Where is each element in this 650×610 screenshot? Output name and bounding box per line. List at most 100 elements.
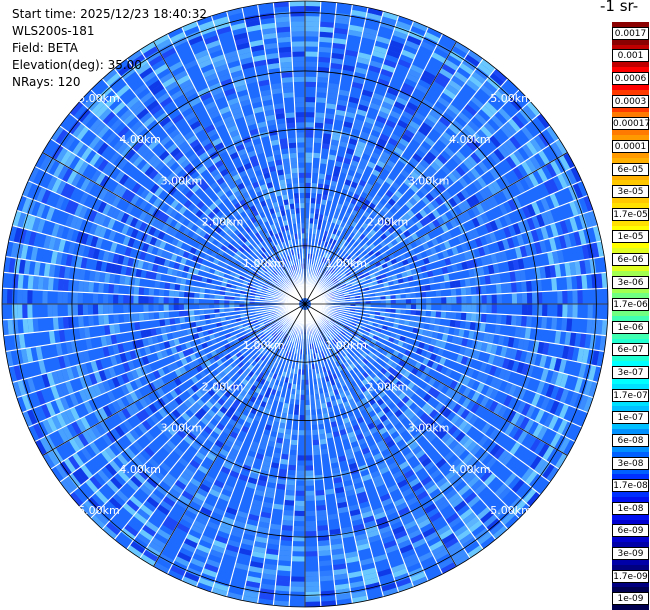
range-bin xyxy=(419,186,429,196)
range-bin xyxy=(142,549,159,563)
range-bin xyxy=(521,143,534,159)
range-bin xyxy=(177,475,190,487)
range-bin xyxy=(169,147,182,158)
range-bin xyxy=(305,21,320,27)
range-bin xyxy=(124,246,133,257)
range-bin xyxy=(423,460,436,472)
range-bin xyxy=(216,189,225,199)
range-bin xyxy=(102,250,110,262)
range-bin xyxy=(369,426,379,435)
ray-separator xyxy=(27,180,300,303)
range-bin xyxy=(356,543,371,551)
range-bin xyxy=(65,366,75,381)
range-bin xyxy=(128,294,134,304)
range-bin xyxy=(350,513,363,522)
range-bin xyxy=(429,337,437,347)
range-bin xyxy=(277,565,292,572)
range-bin xyxy=(514,270,521,282)
range-bin xyxy=(231,443,242,452)
range-bin xyxy=(481,304,487,314)
range-bin xyxy=(147,79,162,92)
range-bin xyxy=(267,316,273,321)
range-bin xyxy=(401,487,414,498)
range-bin xyxy=(226,124,239,134)
range-bin xyxy=(489,388,499,401)
range-bin xyxy=(160,326,167,335)
range-bin xyxy=(410,384,420,393)
range-bin xyxy=(183,310,190,317)
range-bin xyxy=(265,403,273,410)
range-bin xyxy=(337,277,344,282)
range-bin xyxy=(26,408,38,426)
range-bin xyxy=(265,182,274,189)
range-bin xyxy=(463,491,478,505)
range-bin xyxy=(476,506,491,520)
range-bin xyxy=(479,361,488,373)
range-bin xyxy=(143,312,150,321)
range-bin xyxy=(179,365,187,375)
range-bin xyxy=(176,551,193,563)
range-bin xyxy=(489,219,499,232)
range-bin xyxy=(203,35,220,45)
range-bin xyxy=(316,524,329,531)
range-bin xyxy=(465,357,474,368)
range-bin xyxy=(529,137,543,153)
range-bin xyxy=(189,459,201,470)
range-bin xyxy=(289,398,295,405)
range-bin xyxy=(477,266,485,277)
range-ring-label: 5.00km xyxy=(490,92,532,105)
range-bin xyxy=(237,148,248,157)
range-bin xyxy=(278,138,289,145)
range-bin xyxy=(127,237,136,248)
range-bin xyxy=(540,396,551,411)
range-bin xyxy=(149,236,158,247)
range-bin xyxy=(178,297,184,304)
range-bin xyxy=(136,452,148,465)
range-bin xyxy=(174,479,187,491)
range-bin xyxy=(256,318,263,323)
range-bin xyxy=(198,577,215,588)
range-bin xyxy=(144,165,155,177)
range-bin xyxy=(155,111,169,124)
range-bin xyxy=(504,422,515,437)
range-ring-label: 1.00km xyxy=(243,257,285,270)
ray-separator xyxy=(69,112,301,301)
range-bin xyxy=(268,275,274,281)
range-bin xyxy=(238,473,249,482)
range-bin xyxy=(497,86,513,101)
range-bin xyxy=(344,421,353,429)
range-bin xyxy=(205,400,214,410)
range-bin xyxy=(451,442,463,454)
ray-separator xyxy=(241,7,305,299)
range-bin xyxy=(411,576,429,587)
range-bin xyxy=(488,400,499,413)
range-bin xyxy=(475,370,485,383)
range-bin xyxy=(385,304,391,309)
range-bin xyxy=(148,287,155,297)
range-bin xyxy=(338,279,345,284)
range-bin xyxy=(229,296,235,301)
range-bin xyxy=(273,600,290,607)
range-bin xyxy=(196,275,203,282)
range-bin xyxy=(271,280,277,285)
range-bin xyxy=(199,292,205,299)
range-bin xyxy=(137,259,145,270)
range-bin xyxy=(267,268,273,274)
range-bin xyxy=(431,331,439,340)
range-bin xyxy=(558,155,571,172)
range-bin xyxy=(68,473,82,489)
range-bin xyxy=(435,457,447,469)
range-bin xyxy=(497,107,512,122)
range-bin xyxy=(98,314,105,326)
range-bin xyxy=(122,235,131,247)
range-bin xyxy=(362,429,372,438)
range-bin xyxy=(400,298,406,304)
range-bin xyxy=(391,417,401,427)
range-bin xyxy=(444,230,453,241)
range-bin xyxy=(320,280,326,286)
range-bin xyxy=(63,458,77,474)
range-bin xyxy=(310,404,317,410)
range-bin xyxy=(458,345,466,356)
range-bin xyxy=(404,264,411,272)
range-bin xyxy=(566,345,575,361)
